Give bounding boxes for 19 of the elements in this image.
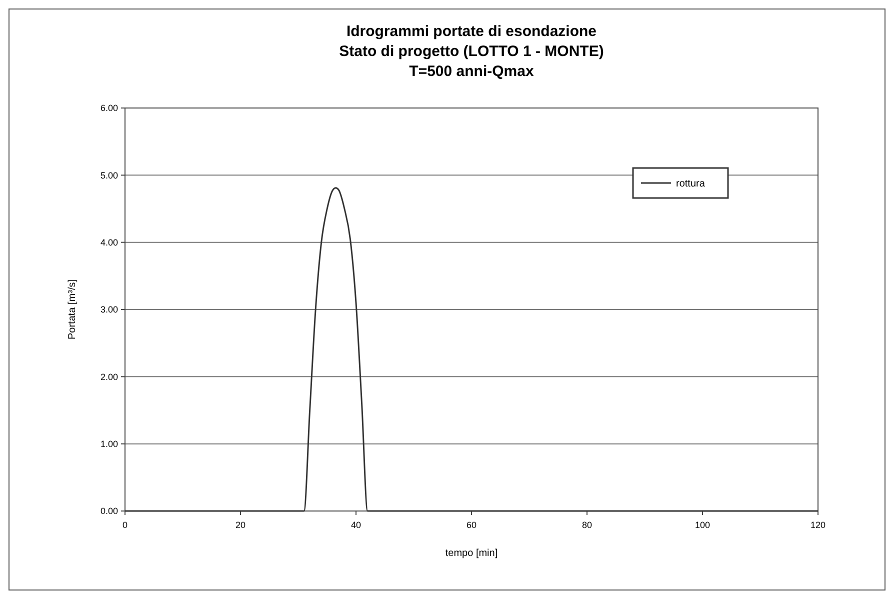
y-tick-label: 0.00 (100, 506, 118, 516)
x-tick-label: 0 (122, 520, 128, 530)
y-axis-title: Portata [m³/s] (67, 279, 78, 340)
legend-label: rottura (676, 178, 706, 190)
y-tick-label: 5.00 (100, 170, 118, 180)
y-tick-label: 4.00 (100, 237, 118, 248)
x-tick-label: 100 (694, 520, 710, 530)
line-series (124, 187, 819, 512)
y-tick-label: 3.00 (100, 304, 118, 315)
x-tick-label: 20 (235, 520, 246, 530)
chart-title: Idrogrammi portate di esondazione Stato di progetto (LOTTO 1 - MONTE) T=500 anni-Qmax (339, 23, 604, 80)
x-tick-label: 120 (810, 520, 826, 530)
x-tick-label: 60 (466, 520, 477, 530)
y-tick-label: 2.00 (100, 372, 118, 382)
x-axis-title: tempo [min] (445, 548, 498, 559)
y-tick-label: 1.00 (100, 438, 118, 449)
x-tick-label: 40 (350, 520, 362, 530)
y-tick-label: 6.00 (100, 103, 118, 114)
x-tick-label: 80 (582, 520, 592, 530)
